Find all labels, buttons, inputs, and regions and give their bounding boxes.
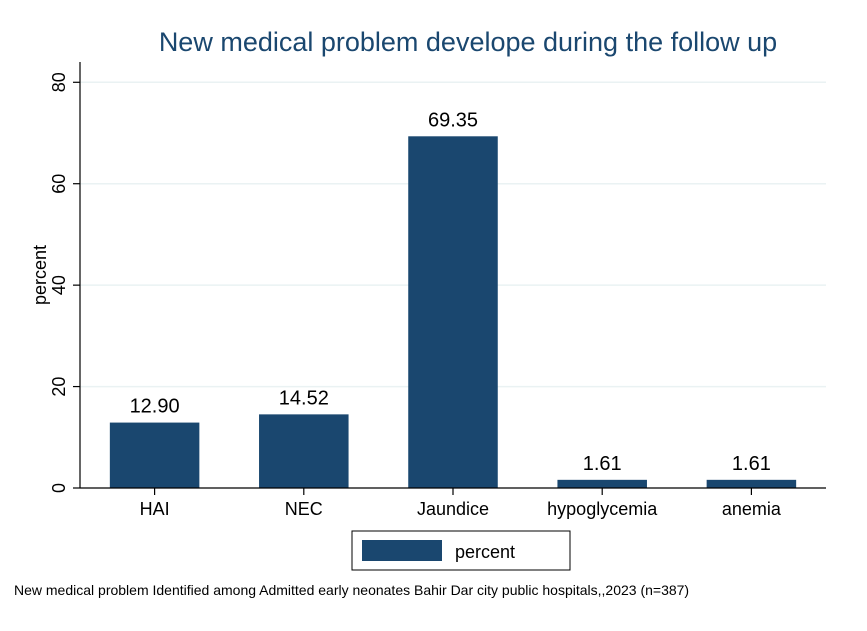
x-tick-label: HAI <box>140 499 170 519</box>
bar-nec <box>259 414 349 488</box>
x-tick-label: NEC <box>285 499 323 519</box>
legend-swatch <box>362 540 442 561</box>
x-tick-label: Jaundice <box>417 499 489 519</box>
x-tick-label: anemia <box>722 499 782 519</box>
y-tick-label: 40 <box>49 275 69 295</box>
data-label: 1.61 <box>583 453 622 475</box>
chart-note: New medical problem Identified among Adm… <box>14 582 689 598</box>
y-axis-label: percent <box>30 245 50 305</box>
legend: percent <box>351 530 571 571</box>
bar-hai <box>109 422 200 488</box>
y-tick-label: 20 <box>49 377 69 397</box>
data-label: 69.35 <box>428 109 478 131</box>
data-labels: 12.90 14.52 69.35 1.61 1.61 <box>130 109 771 475</box>
y-tick-label: 60 <box>49 174 69 194</box>
x-ticks: HAI NEC Jaundice hypoglycemia anemia <box>140 488 782 519</box>
data-label: 14.52 <box>279 387 329 409</box>
y-tick-label: 0 <box>49 483 69 493</box>
data-label: 12.90 <box>130 396 180 418</box>
bar-hypoglycemia <box>557 479 647 488</box>
bars <box>109 136 797 488</box>
legend-label: percent <box>455 542 515 562</box>
x-tick-label: hypoglycemia <box>547 499 658 519</box>
y-tick-label: 80 <box>49 72 69 92</box>
bar-anemia <box>706 479 797 488</box>
bar-jaundice <box>408 136 498 488</box>
y-ticks: 0 20 40 60 80 <box>49 72 80 493</box>
chart-title: New medical problem develope during the … <box>159 27 777 57</box>
data-label: 1.61 <box>732 453 771 475</box>
